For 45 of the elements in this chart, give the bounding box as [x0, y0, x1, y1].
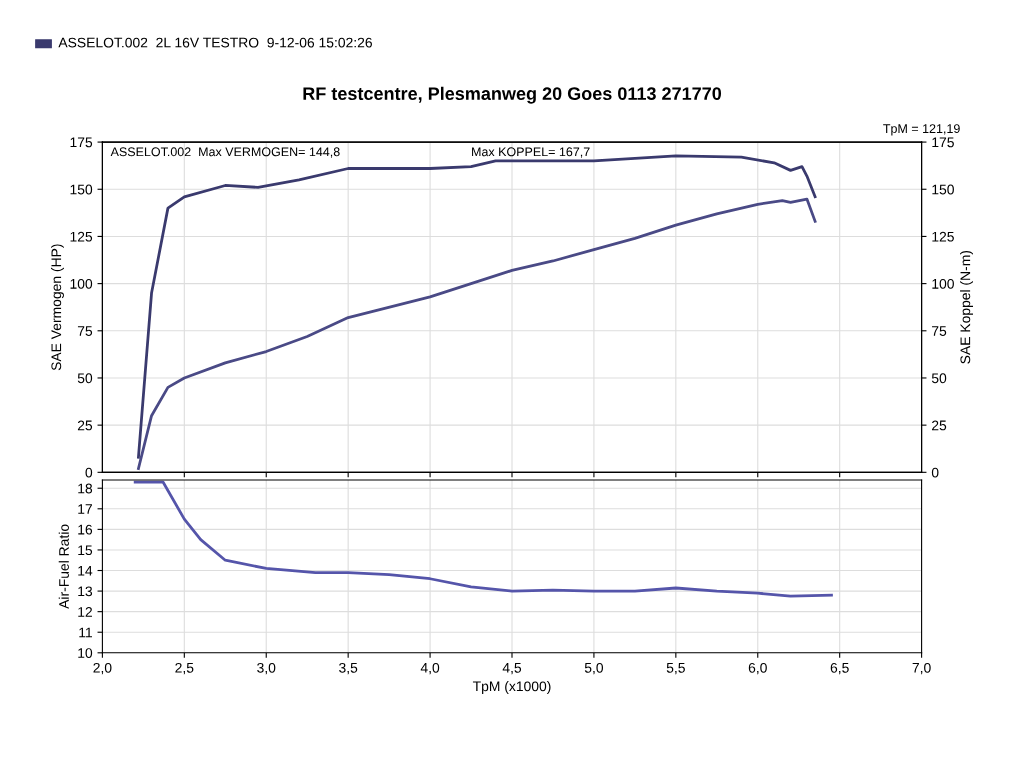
y-axis-title: Air-Fuel Ratio: [58, 524, 69, 609]
y-tick-label: 13: [78, 586, 93, 597]
y-tick-label: 25: [77, 420, 93, 431]
y-axis-title: SAE Vermogen (HP): [51, 244, 64, 371]
x-tick-label: 5,0: [584, 662, 604, 675]
y-tick-label: 18: [78, 483, 93, 494]
x-tick-label: 2,5: [175, 662, 194, 675]
y-tick-label: 12: [78, 606, 92, 617]
annotation: Max KOPPEL= 167,7: [472, 147, 590, 158]
y2-axis-title: SAE Koppel (N-m): [960, 250, 973, 364]
chart-subtitle: ASSELOT.002 2L 16V TESTRO 9-12-06 15:02:26: [58, 37, 372, 48]
y2-tick-label: 125: [932, 231, 954, 242]
y-tick-label: 10: [78, 648, 93, 658]
x-tick-label: 2,0: [93, 662, 112, 675]
y-tick-label: 175: [70, 137, 93, 148]
y2-tick-label: 25: [932, 420, 947, 431]
y-tick-label: 100: [70, 278, 93, 289]
y-tick-label: 125: [70, 231, 93, 242]
y2-tick-label: 75: [932, 326, 947, 336]
annotation: ASSELOT.002 Max VERMOGEN= 144,8: [110, 147, 340, 158]
y2-tick-label: 100: [932, 278, 954, 289]
x-tick-label: 7,0: [912, 662, 931, 675]
y-tick-label: 0: [85, 467, 93, 478]
x-tick-label: 6,5: [830, 662, 849, 675]
y-tick-label: 75: [77, 326, 93, 336]
y-tick-label: 150: [70, 184, 93, 195]
text: TpM = 121,19: [883, 124, 960, 136]
y-tick-label: 14: [78, 565, 93, 576]
y2-tick-label: 175: [932, 137, 954, 148]
x-tick-label: 5,5: [666, 663, 685, 675]
chart-title: RF testcentre, Plesmanweg 20 Goes 0113 271770: [303, 86, 722, 104]
y-tick-label: 15: [78, 545, 93, 556]
y2-tick-label: 150: [932, 184, 954, 195]
y-tick-label: 17: [78, 504, 92, 514]
x-tick-label: 4,0: [420, 662, 440, 675]
x-tick-label: 4,5: [502, 663, 522, 675]
y2-tick-label: 0: [931, 467, 939, 478]
x-tick-label: 3,0: [257, 662, 276, 675]
x-tick-label: 3,5: [339, 662, 358, 675]
y-tick-label: 16: [78, 524, 93, 535]
y-tick-label: 50: [77, 373, 93, 384]
x-axis-title: TpM (x1000): [472, 681, 551, 694]
y2-tick-label: 50: [931, 373, 947, 384]
x-tick-label: 6,0: [748, 662, 767, 675]
y-tick-label: 11: [79, 627, 92, 638]
